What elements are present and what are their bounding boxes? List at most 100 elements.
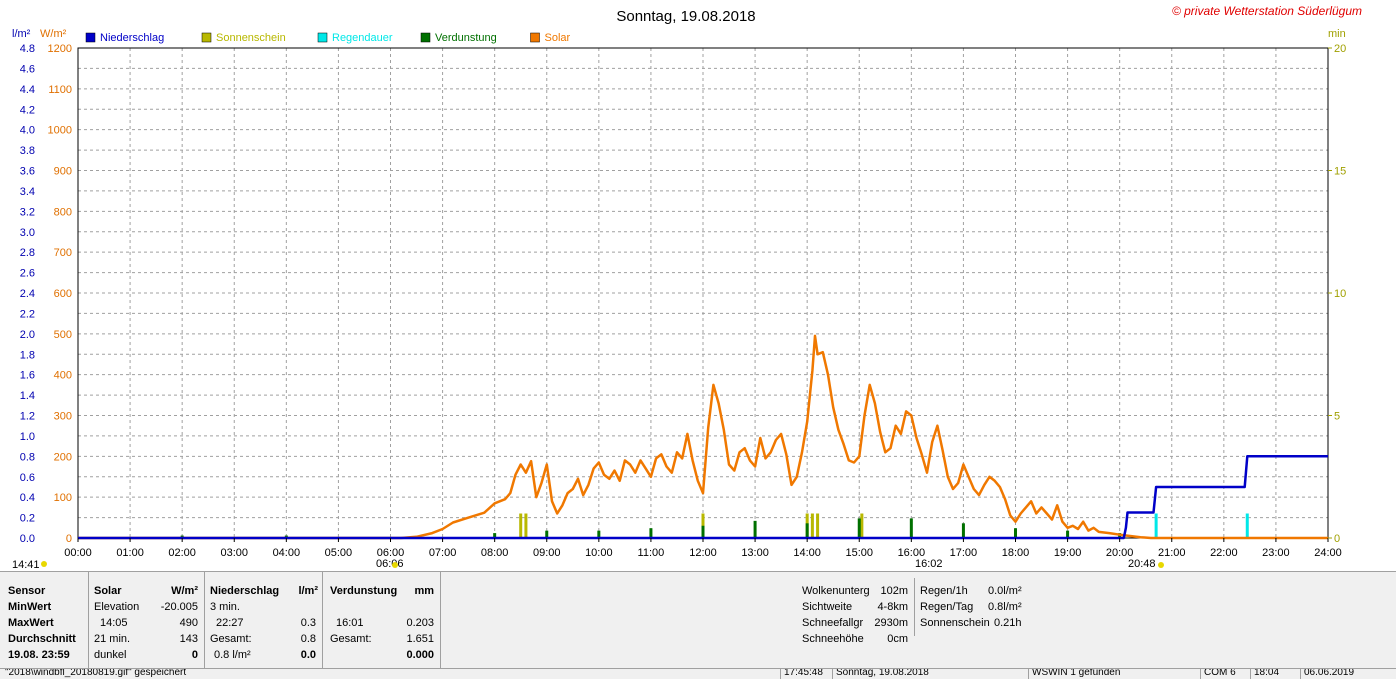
y-niederschlag-tick-8: 1.6	[20, 370, 35, 382]
x-tick-label-7: 07:00	[429, 547, 457, 559]
bar-sonnenschein-4	[810, 513, 814, 538]
y-solar-tick-4: 400	[54, 370, 72, 382]
y-niederschlag-tick-22: 4.4	[20, 84, 35, 96]
y-niederschlag-tick-24: 4.8	[20, 43, 35, 55]
weather-label-3: Schneehöhe	[802, 633, 864, 645]
y-niederschlag-tick-12: 2.4	[20, 288, 35, 300]
solar-column: Solar W/m² Elevation -20.005 14:05 490 2…	[88, 572, 205, 669]
row-label-max: MaxWert	[8, 617, 54, 629]
max-time-label: 16:02	[915, 558, 943, 570]
x-tick-label-17: 17:00	[950, 547, 978, 559]
y-niederschlag-tick-5: 1.0	[20, 431, 35, 443]
sensor-column: Sensor MinWert MaxWert Durchschnitt 19.0…	[0, 572, 89, 669]
y-niederschlag-tick-6: 1.2	[20, 411, 35, 423]
y-niederschlag-tick-15: 3.0	[20, 227, 35, 239]
chart-marks	[78, 334, 1328, 540]
sensor-header: Sensor	[8, 585, 46, 597]
cursor-sun-icon	[41, 561, 47, 567]
weather-label-2: Schneefallgr	[802, 617, 864, 629]
solar-unit: W/m²	[171, 585, 198, 597]
verdunstung-total-value: 1.651	[406, 633, 434, 645]
row-label-current: 19.08. 23:59	[8, 649, 70, 661]
niederschlag-unit: l/m²	[298, 585, 318, 597]
weather-value-2: 2930m	[874, 617, 908, 629]
solar-current-label: dunkel	[94, 649, 127, 661]
niederschlag-total-value: 0.8	[300, 633, 316, 645]
weather-value-0: 102m	[880, 585, 908, 597]
x-tick-label-4: 04:00	[273, 547, 301, 559]
x-tick-label-16: 16:00	[898, 547, 926, 559]
y-minutes-tick-0: 0	[1334, 533, 1340, 545]
solar-header: Solar	[94, 585, 122, 597]
weather-label-0: Wolkenunterg	[802, 585, 870, 597]
x-tick-label-21: 21:00	[1158, 547, 1186, 559]
y-niederschlag-tick-1: 0.2	[20, 513, 35, 525]
y-minutes-tick-2: 10	[1334, 288, 1346, 300]
y-minutes-tick-4: 20	[1334, 43, 1346, 55]
verdunstung-column: Verdunstung mm 16:01 0.203 Gesamt: 1.651…	[322, 572, 441, 669]
legend-swatch-3	[420, 32, 431, 43]
rain-label-0: Regen/1h	[920, 585, 968, 597]
bar-regendauer-0	[1154, 513, 1158, 538]
niederschlag-column: Niederschlag l/m² 3 min. 22:27 0.3 Gesam…	[204, 572, 323, 669]
x-tick-label-13: 13:00	[741, 547, 769, 559]
solar-min-value: -20.005	[160, 601, 198, 613]
y-niederschlag-tick-21: 4.2	[20, 104, 35, 116]
solar-current-value: 0	[191, 649, 198, 661]
niederschlag-min-label: 3 min.	[210, 601, 240, 613]
y-niederschlag-tick-11: 2.2	[20, 308, 35, 320]
legend-label-4: Solar	[545, 32, 571, 44]
x-tick-label-24: 24:00	[1314, 547, 1342, 559]
x-tick-label-22: 22:00	[1210, 547, 1238, 559]
series-line-niederschlag	[78, 455, 1328, 540]
rain-label-2: Sonnenschein	[920, 617, 990, 629]
niederschlag-current-value: 0.0	[300, 649, 316, 661]
legend-swatch-0	[85, 32, 96, 43]
cursor-time-label: 14:41	[12, 559, 40, 571]
x-tick-label-20: 20:00	[1106, 547, 1134, 559]
y-niederschlag-tick-7: 1.4	[20, 390, 35, 402]
y-solar-tick-5: 500	[54, 329, 72, 341]
bar-verdunstung-3	[545, 530, 549, 538]
y-niederschlag-tick-3: 0.6	[20, 472, 35, 484]
bar-verdunstung-9	[857, 518, 861, 538]
bar-regendauer-1	[1245, 513, 1249, 538]
y-solar-tick-3: 300	[54, 411, 72, 423]
sunrise-time-label: 06:06	[376, 558, 404, 570]
rain-value-0: 0.0l/m²	[988, 585, 1022, 597]
legend-swatch-1	[201, 32, 212, 43]
weather-value-3: 0cm	[887, 633, 908, 645]
bar-verdunstung-11	[961, 523, 965, 538]
chart-title: Sonntag, 19.08.2018	[616, 8, 755, 25]
status-bar: "2018\windbfl_20180819.gif" gespeichert …	[0, 668, 1396, 679]
x-tick-label-9: 09:00	[533, 547, 561, 559]
x-tick-label-10: 10:00	[585, 547, 613, 559]
sunrise-sun-icon	[392, 562, 398, 568]
niederschlag-max-value: 0.3	[300, 617, 316, 629]
legend-label-2: Regendauer	[332, 32, 393, 44]
sunset-sun-icon	[1158, 562, 1164, 568]
x-tick-label-1: 01:00	[116, 547, 144, 559]
copyright-label: © private Wetterstation Süderlügum	[1172, 4, 1362, 18]
weather-divider	[914, 578, 915, 636]
x-tick-label-0: 00:00	[64, 547, 92, 559]
weather-label-1: Sichtweite	[802, 601, 853, 613]
rain-value-1: 0.8l/m²	[988, 601, 1022, 613]
y-solar-tick-2: 200	[54, 451, 72, 463]
bar-verdunstung-8	[805, 523, 809, 538]
niederschlag-current-label: 0.8 l/m²	[214, 649, 251, 661]
rain-value-2: 0.21h	[994, 617, 1022, 629]
verdunstung-header: Verdunstung	[330, 585, 398, 597]
bar-verdunstung-5	[649, 528, 653, 538]
status-device: WSWIN 1 gefunden	[1028, 669, 1198, 679]
bar-verdunstung-6	[701, 525, 705, 538]
x-tick-label-6: 06:00	[377, 547, 405, 559]
bar-verdunstung-10	[909, 518, 913, 538]
x-tick-label-2: 02:00	[168, 547, 196, 559]
x-tick-label-18: 18:00	[1002, 547, 1030, 559]
bar-verdunstung-12	[1014, 528, 1017, 538]
niederschlag-total-label: Gesamt:	[210, 633, 252, 645]
y-niederschlag-tick-16: 3.2	[20, 206, 35, 218]
y-solar-tick-6: 600	[54, 288, 72, 300]
bar-sonnenschein-5	[816, 513, 820, 538]
